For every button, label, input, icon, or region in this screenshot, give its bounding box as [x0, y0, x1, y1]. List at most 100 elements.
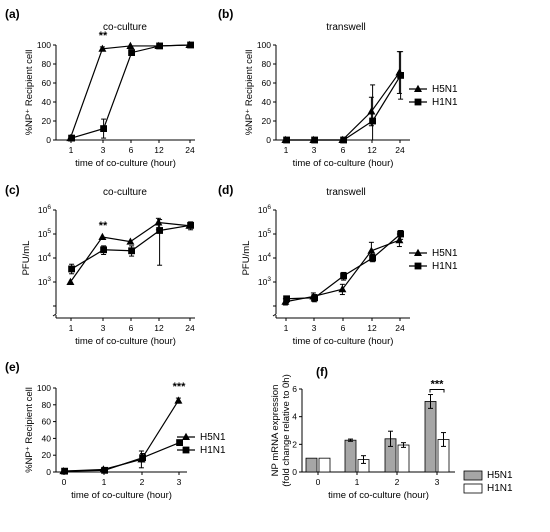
panel-label: (a) — [5, 7, 20, 21]
x-axis-label: time of co-culture (hour) — [293, 336, 394, 347]
y-axis-label: PFU/mL — [241, 241, 252, 276]
x-tick-label: 0 — [62, 477, 67, 487]
x-tick-label: 3 — [312, 323, 317, 333]
x-tick-label: 6 — [129, 145, 134, 155]
significance-label: *** — [431, 379, 445, 391]
x-tick-label: 3 — [101, 145, 106, 155]
y-tick-label: 104 — [258, 252, 271, 263]
significance-label: ** — [99, 220, 108, 232]
data-point — [367, 246, 376, 254]
y-tick-label: 105 — [258, 228, 271, 239]
significance-label: *** — [173, 381, 187, 393]
x-tick-label: 24 — [395, 323, 405, 333]
data-point — [126, 237, 135, 245]
significance-bracket — [429, 389, 445, 393]
x-tick-label: 24 — [185, 323, 195, 333]
legend-marker — [414, 98, 422, 106]
data-point — [174, 396, 183, 404]
y-tick-label: 103 — [258, 276, 271, 287]
x-tick-label: 0 — [316, 477, 321, 487]
panel-a: (a) co-culture 0 20 40 60 80 100 1 3 6 12 24 time of … — [5, 7, 195, 169]
panel-label: (e) — [5, 360, 20, 374]
data-point — [340, 272, 347, 280]
data-point — [101, 466, 108, 474]
legend-label: H5N1 — [487, 470, 513, 481]
y-axis-label: %NP⁺ Recipient cell — [24, 387, 35, 473]
chart-title: co-culture — [103, 187, 147, 198]
x-axis-label: time of co-culture (hour) — [75, 158, 176, 169]
data-point — [128, 247, 135, 255]
legend-label: H5N1 — [432, 248, 458, 259]
legend-marker — [182, 446, 190, 454]
panel-e: (e) 0 20 40 60 80 100 0 1 2 3 time of co-culture (h… — [5, 360, 226, 501]
bar — [344, 439, 357, 473]
bar — [397, 444, 410, 473]
x-axis-label: time of co-culture (hour) — [71, 490, 172, 501]
data-point — [98, 232, 107, 240]
y-tick-label: 106 — [38, 204, 51, 215]
y-tick-label: 80 — [42, 400, 52, 410]
chart-title: co-culture — [103, 22, 147, 33]
data-point — [367, 107, 376, 115]
legend-marker — [414, 248, 422, 256]
data-point — [139, 454, 146, 462]
data-point — [397, 72, 404, 79]
x-tick-label: 6 — [341, 145, 346, 155]
y-axis-label: NP mRNA expression — [270, 385, 281, 477]
y-tick-label: 100 — [257, 40, 271, 50]
legend-marker — [414, 262, 422, 270]
significance-label: ** — [99, 30, 108, 42]
panel-f: (f) 0 2 4 6 0 1 2 3 time of co-culture (hour) NP m… — [270, 365, 513, 501]
x-tick-label: 6 — [341, 323, 346, 333]
panel-label: (d) — [218, 183, 233, 197]
data-point — [68, 134, 75, 142]
x-tick-label: 2 — [395, 477, 400, 487]
series-line — [286, 75, 402, 141]
x-tick-label: 24 — [185, 145, 195, 155]
series-line — [64, 442, 180, 472]
data-point — [340, 136, 347, 144]
y-tick-label: 106 — [258, 204, 271, 215]
y-axis-label-2: (fold change relative to 0h) — [281, 374, 292, 486]
data-point — [311, 294, 318, 302]
x-tick-label: 12 — [367, 145, 377, 155]
legend-label: H5N1 — [200, 432, 226, 443]
y-tick-label: 20 — [42, 116, 52, 126]
y-tick-label: 2 — [292, 439, 297, 449]
panel-label: (f) — [316, 365, 328, 379]
y-tick-label: 40 — [42, 433, 52, 443]
bar — [305, 457, 318, 473]
x-axis-label: time of co-culture (hour) — [328, 490, 429, 501]
data-point — [126, 41, 135, 49]
legend-label: H1N1 — [487, 483, 513, 494]
y-tick-label: 20 — [262, 116, 272, 126]
y-tick-label: 0 — [46, 135, 51, 145]
panel-label: (c) — [5, 183, 20, 197]
data-point — [369, 254, 376, 262]
y-tick-label: 60 — [42, 417, 52, 427]
x-tick-label: 1 — [102, 477, 107, 487]
legend-marker — [414, 84, 422, 92]
y-axis-label: PFU/mL — [21, 241, 32, 276]
data-point — [98, 44, 107, 52]
y-tick-label: 100 — [37, 40, 51, 50]
legend-marker — [182, 432, 190, 440]
bar — [318, 457, 331, 473]
y-tick-label: 6 — [292, 384, 297, 394]
legend-label: H1N1 — [432, 97, 458, 108]
x-tick-label: 1 — [355, 477, 360, 487]
y-tick-label: 40 — [42, 97, 52, 107]
x-tick-label: 3 — [177, 477, 182, 487]
x-tick-label: 3 — [312, 145, 317, 155]
panel-label: (b) — [218, 7, 233, 21]
data-point — [156, 227, 163, 234]
data-point — [66, 277, 75, 285]
y-tick-label: 0 — [266, 135, 271, 145]
x-tick-label: 12 — [154, 323, 164, 333]
data-point — [128, 49, 135, 56]
y-tick-label: 40 — [262, 97, 272, 107]
y-tick-label: 80 — [262, 59, 272, 69]
legend-swatch — [463, 483, 483, 494]
